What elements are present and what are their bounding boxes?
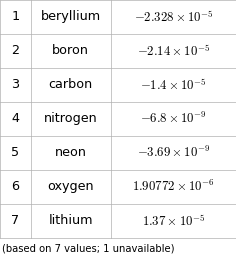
Text: nitrogen: nitrogen xyxy=(44,112,98,125)
Text: $-6.8\times10^{-9}$: $-6.8\times10^{-9}$ xyxy=(140,111,207,126)
Text: 7: 7 xyxy=(11,214,19,227)
Text: lithium: lithium xyxy=(49,214,93,227)
Text: 1: 1 xyxy=(11,11,19,23)
Text: $-1.4\times10^{-5}$: $-1.4\times10^{-5}$ xyxy=(140,77,207,93)
Text: $1.37\times10^{-5}$: $1.37\times10^{-5}$ xyxy=(142,213,205,229)
Text: beryllium: beryllium xyxy=(41,11,101,23)
Text: $-2.14\times10^{-5}$: $-2.14\times10^{-5}$ xyxy=(137,43,210,59)
Text: (based on 7 values; 1 unavailable): (based on 7 values; 1 unavailable) xyxy=(2,243,175,253)
Text: 2: 2 xyxy=(11,44,19,58)
Text: $-3.69\times10^{-9}$: $-3.69\times10^{-9}$ xyxy=(137,145,210,160)
Text: $1.90772\times10^{-6}$: $1.90772\times10^{-6}$ xyxy=(132,179,215,194)
Text: $-2.328\times10^{-5}$: $-2.328\times10^{-5}$ xyxy=(134,9,213,25)
Text: 4: 4 xyxy=(11,112,19,125)
Text: boron: boron xyxy=(52,44,89,58)
Text: 3: 3 xyxy=(11,78,19,91)
Text: neon: neon xyxy=(55,146,87,159)
Text: carbon: carbon xyxy=(49,78,93,91)
Text: 6: 6 xyxy=(11,180,19,193)
Text: 5: 5 xyxy=(11,146,19,159)
Text: oxygen: oxygen xyxy=(47,180,94,193)
